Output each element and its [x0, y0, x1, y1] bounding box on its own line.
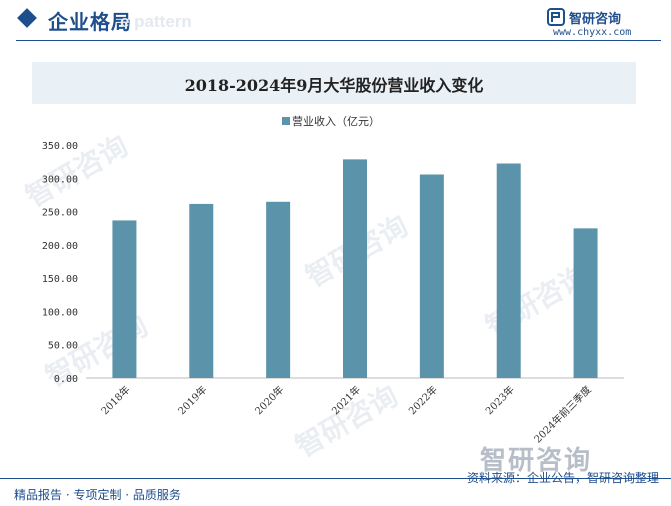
x-tick-label: 2021年 [329, 383, 363, 417]
y-tick-label: 250.00 [42, 208, 78, 219]
legend-label: 营业收入（亿元） [292, 114, 380, 128]
bar [112, 220, 137, 378]
data-source: 资料来源：企业公告，智研咨询整理 [466, 471, 659, 485]
brand-url: www.chyxx.com [553, 27, 632, 38]
bar [189, 203, 214, 378]
x-axis-labels: 2018年 2019年 2020年 2021年 2022年 2023年 2024年前三季度 [98, 383, 593, 446]
footer: 精品报告 · 专项定制 · 品质服务 资料来源：企业公告，智研咨询整理 [0, 471, 671, 506]
brand-logo-icon [547, 8, 565, 26]
bar [266, 201, 291, 378]
bar [419, 174, 444, 378]
section-title: 企业格局 [48, 10, 132, 34]
y-tick-label: 100.00 [42, 307, 78, 318]
y-tick-label: 300.00 [42, 174, 78, 185]
y-tick-label: 150.00 [42, 274, 78, 285]
chart-title: 2018-2024年9月大华股份营业收入变化 [184, 76, 484, 95]
brand-watermark: 智研咨询 [480, 446, 593, 476]
brand: 智研咨询 www.chyxx.com [547, 8, 657, 38]
legend: 营业收入（亿元） [282, 114, 380, 128]
bar-chart: 营业收入（亿元） 0.00 50.00 100.00 150.00 200.00 250.… [42, 114, 624, 446]
y-tick-label: 0.00 [54, 374, 78, 385]
legend-swatch [282, 117, 290, 125]
x-tick-label: 2019年 [175, 383, 209, 417]
header-watermark: e pattern [120, 12, 192, 31]
brand-name: 智研咨询 [569, 12, 622, 27]
x-tick-label: 2018年 [98, 383, 132, 417]
bar [573, 228, 598, 378]
y-tick-label: 50.00 [48, 341, 78, 352]
header-divider [16, 40, 661, 41]
y-tick-label: 350.00 [42, 141, 78, 152]
x-tick-label: 2022年 [406, 383, 440, 417]
x-tick-label: 2024年前三季度 [531, 383, 594, 446]
bar [496, 163, 521, 378]
y-axis: 0.00 50.00 100.00 150.00 200.00 250.00 300.00 3… [42, 141, 78, 385]
chart-title-band: 2018-2024年9月大华股份营业收入变化 [32, 62, 636, 104]
bar [343, 159, 367, 378]
x-tick-label: 2023年 [483, 383, 517, 417]
x-tick-label: 2020年 [252, 383, 286, 417]
y-tick-label: 200.00 [42, 241, 78, 252]
header: 企业格局 e pattern 智研咨询 www.chyxx.com [0, 0, 671, 44]
footer-slogan: 精品报告 · 专项定制 · 品质服务 [14, 488, 181, 502]
bars [112, 159, 598, 378]
